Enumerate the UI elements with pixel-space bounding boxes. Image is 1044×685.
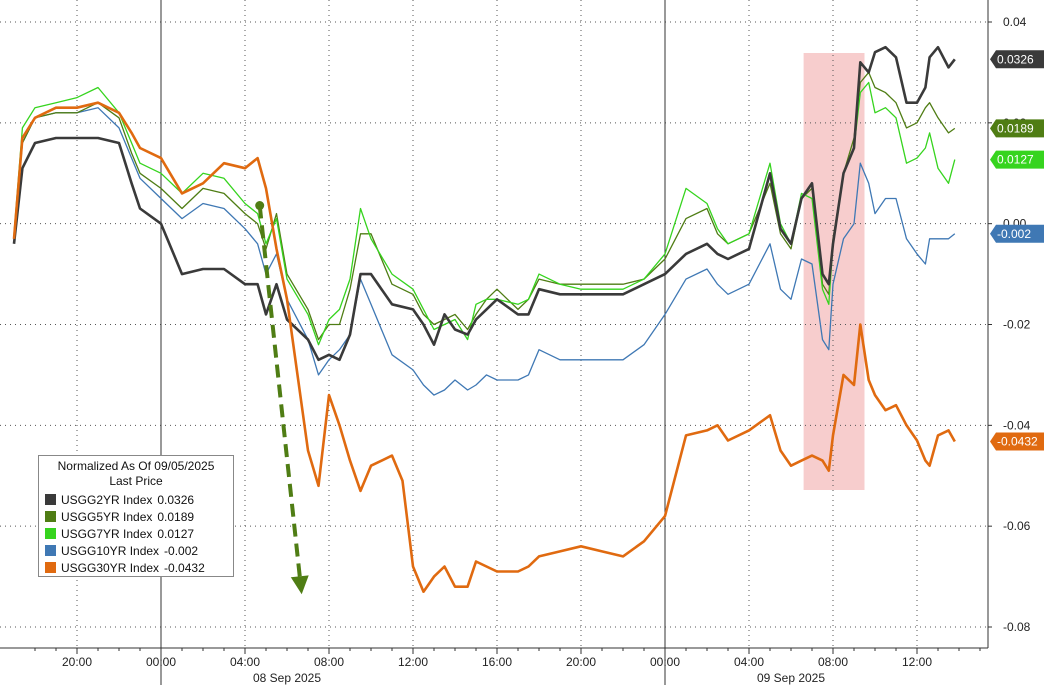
last-price-tag-value: 0.0127 — [997, 153, 1034, 167]
legend-swatch — [45, 528, 56, 539]
legend-title: Normalized As Of 09/05/2025 — [57, 459, 215, 473]
y-tick-label: 0.04 — [1003, 15, 1027, 29]
legend-entry: USGG30YR Index -0.0432 — [45, 559, 227, 576]
x-tick-label: 00:00 — [146, 655, 176, 669]
x-tick-label: 12:00 — [398, 655, 428, 669]
legend-series-name: USGG30YR Index — [61, 560, 160, 575]
y-tick-label: -0.06 — [1003, 519, 1031, 533]
legend-series-name: USGG5YR Index — [61, 509, 153, 524]
last-price-tag-bg — [990, 224, 1044, 243]
y-tick-label: -0.04 — [1003, 418, 1031, 432]
last-price-tag-usgg2yr: 0.0326 — [990, 50, 1044, 69]
x-tick-label: 08:00 — [314, 655, 344, 669]
series-lines — [12, 45, 956, 593]
x-tick-label: 00:00 — [650, 655, 680, 669]
series-line-usgg2yr — [12, 45, 956, 362]
legend-swatch — [45, 562, 56, 573]
legend-entry: USGG5YR Index 0.0189 — [45, 508, 227, 525]
legend-last-price: 0.0127 — [157, 526, 195, 541]
legend-last-price: -0.0432 — [164, 560, 205, 575]
last-price-tag-value: -0.002 — [997, 227, 1031, 241]
x-tick-label: 04:00 — [734, 655, 764, 669]
y-tick-label: -0.08 — [1003, 620, 1031, 634]
legend-entry: USGG7YR Index 0.0127 — [45, 525, 227, 542]
legend-series-name: USGG10YR Index — [61, 543, 160, 558]
last-price-tag-bg — [990, 119, 1044, 138]
last-price-tag-usgg10yr: -0.002 — [990, 224, 1044, 243]
legend-rows: USGG2YR Index 0.0326 USGG5YR Index 0.0189 US… — [45, 491, 227, 576]
last-price-tag-usgg5yr: 0.0189 — [990, 119, 1044, 138]
last-price-tags: 0.0326 0.0189 0.0127 -0.002 -0.0432 — [990, 50, 1044, 451]
trend-arrow-head — [290, 575, 309, 595]
legend-swatch — [45, 511, 56, 522]
last-price-tag-bg — [990, 432, 1044, 451]
legend-series-name: USGG2YR Index — [61, 492, 153, 507]
legend-last-price: -0.002 — [164, 543, 199, 558]
legend-last-price: 0.0189 — [157, 509, 195, 524]
x-tick-label: 20:00 — [62, 655, 92, 669]
last-price-tag-bg — [990, 50, 1044, 69]
legend-last-price: 0.0326 — [157, 492, 195, 507]
last-price-tag-value: -0.0432 — [997, 434, 1038, 448]
last-price-tag-value: 0.0326 — [997, 52, 1034, 66]
x-date-label: 09 Sep 2025 — [757, 671, 825, 685]
last-price-tag-value: 0.0189 — [997, 121, 1034, 135]
legend-swatch — [45, 545, 56, 556]
y-tick-label: -0.02 — [1003, 318, 1031, 332]
last-price-tag-usgg7yr: 0.0127 — [990, 150, 1044, 169]
legend-entry: USGG10YR Index -0.002 — [45, 542, 227, 559]
x-tick-label: 08:00 — [818, 655, 848, 669]
x-tick-label: 20:00 — [566, 655, 596, 669]
last-price-tag-bg — [990, 150, 1044, 169]
series-line-usgg30yr — [12, 101, 956, 593]
x-date-label: 08 Sep 2025 — [253, 671, 321, 685]
series-line-usgg10yr — [13, 107, 956, 396]
trend-arrow-shaft — [257, 205, 303, 581]
x-tick-label: 12:00 — [902, 655, 932, 669]
legend: Normalized As Of 09/05/2025 Last Price U… — [38, 455, 234, 577]
legend-series-name: USGG7YR Index — [61, 526, 153, 541]
last-price-tag-usgg30yr: -0.0432 — [990, 432, 1044, 451]
legend-swatch — [45, 494, 56, 505]
trend-arrow-layer — [255, 201, 309, 595]
x-tick-label: 16:00 — [482, 655, 512, 669]
x-tick-label: 04:00 — [230, 655, 260, 669]
legend-subtitle: Last Price — [109, 474, 163, 488]
legend-entry: USGG2YR Index 0.0326 — [45, 491, 227, 508]
